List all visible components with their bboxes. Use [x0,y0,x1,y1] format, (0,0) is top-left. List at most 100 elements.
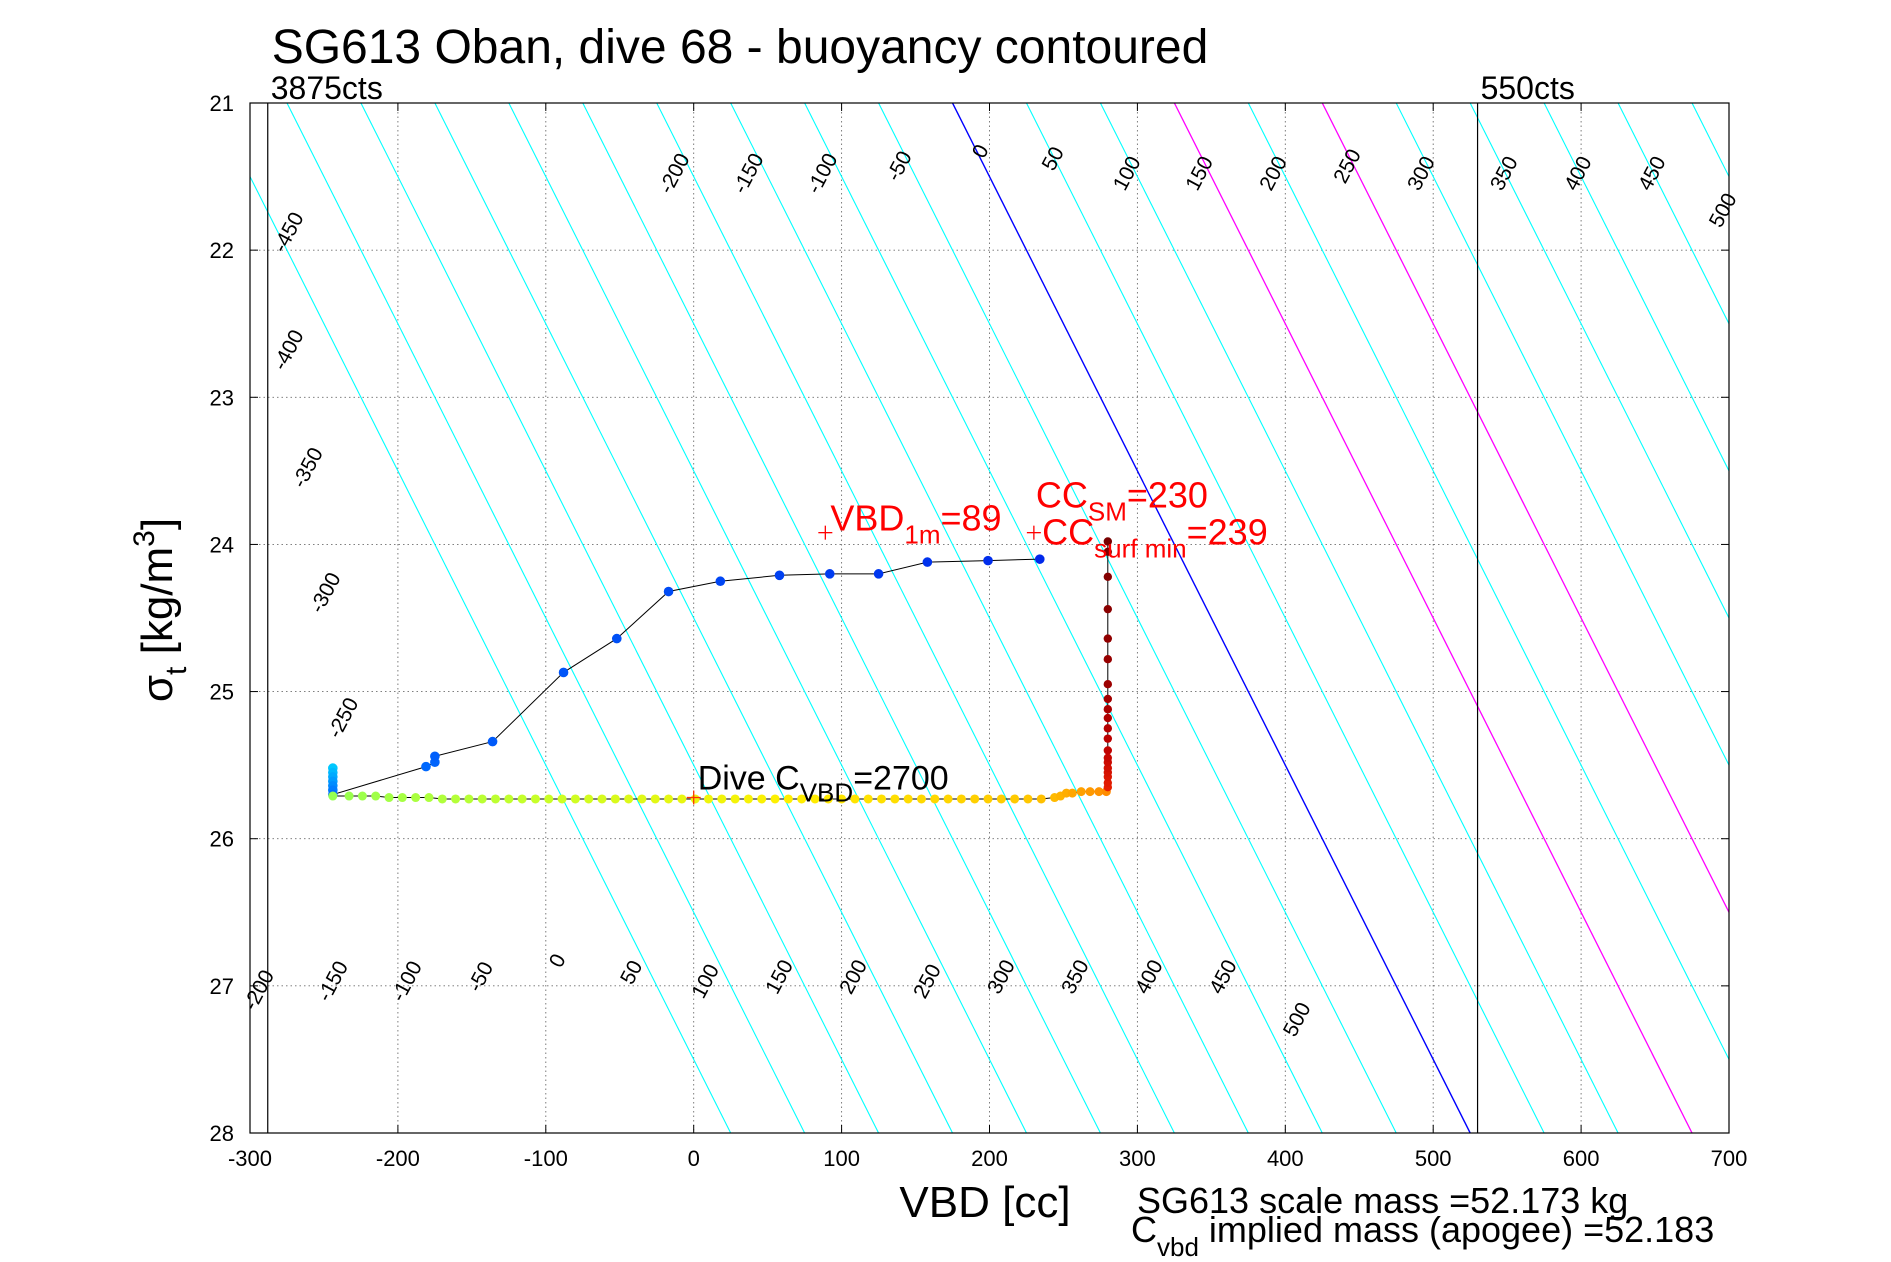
dive-point [922,557,933,567]
contour-label: -250 [323,694,363,742]
y-tick-label: 27 [210,974,234,999]
contour-label: 50 [616,957,647,988]
contour-label: 100 [1109,153,1146,195]
climb-point [890,794,900,804]
contour-label: 500 [1705,189,1742,231]
climb-point [397,793,407,803]
contour-line [1247,103,1729,1061]
climb-point [730,794,740,804]
chart-title: SG613 Oban, dive 68 - buoyancy contoured [272,21,1209,74]
climb-point [757,794,767,804]
y-tick-label: 21 [210,91,234,116]
climb-point [610,794,620,804]
dive-point [487,736,498,747]
surface-point [1103,713,1113,723]
climb-point [344,791,354,801]
x-tick-label: -200 [376,1146,420,1171]
climb-point [783,794,793,804]
vbd-1m-label: VBD1m=89 [830,498,1001,550]
cc-surf-min-label: CCsurf min=239 [1042,512,1268,564]
climb-point [703,794,713,804]
dive-point [663,586,674,597]
data-series [328,537,1113,804]
vbd-limit-label: 3875cts [271,70,383,106]
surface-point [1103,734,1113,743]
dive-point [421,761,431,772]
x-tick-label: -100 [524,1146,568,1171]
contour-line [286,103,806,1133]
axis-ticks: -300 -200 -100 0 100 200 300 400 500 600 700212223… [210,91,1748,1171]
climb-point [943,794,953,804]
contour-labels: -450 -400 -350 -300 -250 -200 -150 -100 -50 0 50 10… [239,141,1742,1041]
climb-point [624,794,634,804]
climb-point [877,794,887,804]
climb-point [1036,794,1046,804]
x-tick-label: 700 [1711,1146,1748,1171]
climb-point [597,794,607,804]
x-tick-label: -300 [228,1146,272,1171]
climb-point [1067,788,1077,798]
contour-label: 0 [545,950,571,971]
climb-point [996,794,1006,804]
surface-point [1103,537,1113,546]
dive-point [430,751,440,762]
contour-label: 500 [1279,999,1316,1041]
surface-point [1103,604,1113,614]
contour-label: 450 [1634,153,1671,195]
climb-point [823,794,833,804]
y-tick-label: 28 [210,1121,234,1146]
x-tick-label: 300 [1119,1146,1156,1171]
contour-label: -450 [269,208,309,256]
contour-line [730,103,1249,1133]
contour-label: -100 [387,957,427,1005]
contour-label: 50 [1038,143,1069,174]
y-tick-label: 25 [210,680,234,705]
x-axis-label: VBD [cc] [899,1178,1070,1227]
x-tick-label: 200 [971,1146,1008,1171]
dive-point [983,555,993,566]
surface-point [1103,680,1113,689]
climb-point [797,794,807,804]
y-tick-label: 23 [210,385,234,410]
contour-line [360,103,880,1133]
x-tick-label: 400 [1267,1146,1304,1171]
surface-point [1103,572,1113,581]
contour-label: -200 [655,150,695,198]
contour-line [1395,103,1729,767]
contour-label: -150 [729,150,769,198]
climb-point [517,794,527,804]
climb-point [863,794,873,804]
climb-point [357,791,367,801]
contour-label: -100 [803,150,843,198]
dive-point [715,576,726,587]
surface-point [1103,634,1113,643]
surface-point [1103,694,1113,704]
x-tick-label: 0 [688,1146,700,1171]
climb-point [850,794,860,804]
surface-point [1103,753,1113,762]
climb-point [504,794,514,804]
surface-point [1103,705,1113,714]
climb-point [637,794,647,804]
contour-line [250,175,732,1133]
climb-point [477,794,487,804]
contour-line [508,103,1027,1133]
climb-point [956,794,966,804]
vbd-limit-label: 550cts [1481,70,1575,106]
contour-label: 250 [1329,145,1366,187]
dive-point [774,570,785,581]
surface-point [1103,763,1113,773]
contour-label: 250 [909,960,946,1002]
contour-label: -50 [464,958,499,996]
climb-point [384,793,394,803]
contour-label: 150 [1181,153,1218,195]
contour-line [582,103,1101,1133]
climb-point [1094,787,1104,797]
contour-line [1691,103,1729,178]
buoyancy-contours [250,103,1729,1133]
climb-point [677,794,687,804]
climb-point [491,794,501,804]
climb-point [464,794,474,804]
contour-line [656,103,1175,1133]
contour-line [804,103,1323,1133]
